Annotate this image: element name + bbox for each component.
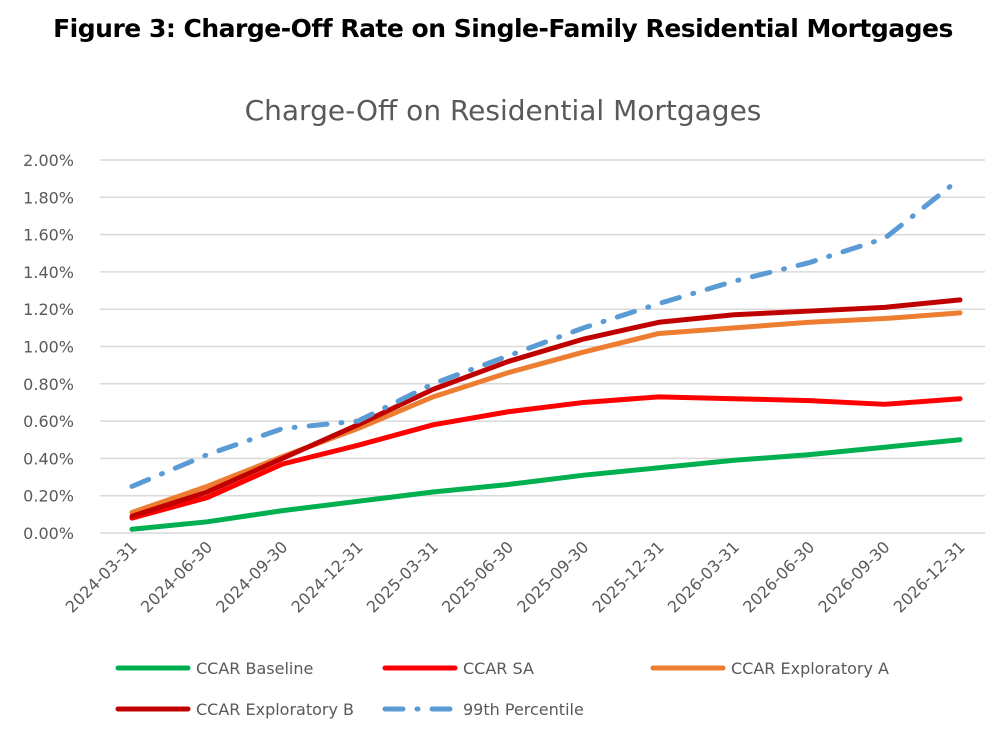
- series-line-99th-percentile: [129, 176, 963, 489]
- legend-label: 99th Percentile: [463, 700, 584, 719]
- y-tick-label: 0.00%: [23, 524, 74, 543]
- series-line-ccar-sa: [129, 394, 963, 521]
- y-tick-label: 0.80%: [23, 375, 74, 394]
- y-tick-label: 2.00%: [23, 151, 74, 170]
- y-tick-label: 0.20%: [23, 487, 74, 506]
- x-tick-label: 2025-06-30: [438, 537, 517, 616]
- y-tick-label: 1.00%: [23, 338, 74, 357]
- x-tick-label: 2026-06-30: [739, 537, 818, 616]
- x-tick-label: 2025-09-30: [513, 537, 592, 616]
- figure-title: Figure 3: Charge-Off Rate on Single-Fami…: [53, 14, 953, 43]
- x-tick-label: 2024-06-30: [137, 537, 216, 616]
- x-tick-label: 2026-09-30: [814, 537, 893, 616]
- x-tick-label: 2025-12-31: [589, 537, 668, 616]
- legend-label: CCAR Exploratory A: [731, 659, 889, 678]
- chart-title: Charge-Off on Residential Mortgages: [245, 94, 762, 127]
- legend-label: CCAR Baseline: [196, 659, 313, 678]
- x-tick-label: 2024-03-31: [62, 537, 141, 616]
- x-tick-label: 2024-09-30: [212, 537, 291, 616]
- series-line-ccar-baseline: [129, 437, 963, 532]
- series-line-ccar-exploratory-b: [129, 297, 963, 519]
- y-tick-label: 0.40%: [23, 449, 74, 468]
- x-tick-label: 2026-12-31: [890, 537, 969, 616]
- x-tick-label: 2024-12-31: [287, 537, 366, 616]
- x-tick-label: 2025-03-31: [363, 537, 442, 616]
- y-tick-label: 1.40%: [23, 263, 74, 282]
- y-tick-label: 0.60%: [23, 412, 74, 431]
- y-tick-label: 1.80%: [23, 188, 74, 207]
- x-tick-label: 2026-03-31: [664, 537, 743, 616]
- y-tick-label: 1.20%: [23, 300, 74, 319]
- legend-label: CCAR Exploratory B: [196, 700, 354, 719]
- y-tick-label: 1.60%: [23, 226, 74, 245]
- legend-label: CCAR SA: [463, 659, 534, 678]
